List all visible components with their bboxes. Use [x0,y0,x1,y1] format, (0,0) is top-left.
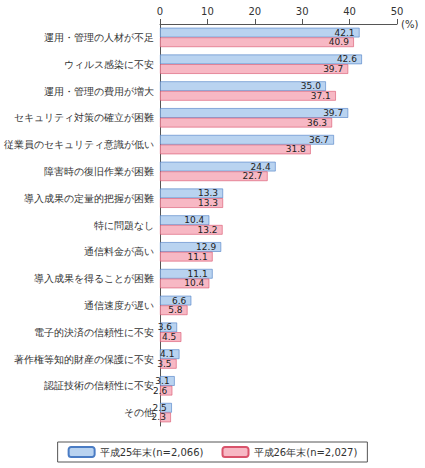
svg-text:3.6: 3.6 [158,322,173,332]
svg-text:2.5: 2.5 [153,403,167,413]
svg-text:40: 40 [343,6,356,17]
svg-text:電子的決済の信頼性に不安: 電子的決済の信頼性に不安 [34,327,154,338]
svg-text:36.3: 36.3 [307,118,327,128]
svg-text:37.1: 37.1 [311,91,331,101]
svg-text:4.5: 4.5 [162,332,176,342]
svg-text:通信料金が高い: 通信料金が高い [84,246,154,257]
svg-text:セキュリティ対策の確立が困難: セキュリティ対策の確立が困難 [14,112,154,123]
svg-text:通信速度が遅い: 通信速度が遅い [84,300,154,311]
svg-text:障害時の復旧作業が困難: 障害時の復旧作業が困難 [44,166,154,177]
svg-text:42.1: 42.1 [335,28,355,38]
svg-text:36.7: 36.7 [309,135,329,145]
svg-text:50: 50 [391,6,404,17]
svg-text:10.4: 10.4 [184,278,204,288]
svg-text:3.5: 3.5 [157,359,171,369]
svg-text:0: 0 [157,6,163,17]
svg-text:2.6: 2.6 [153,386,168,396]
svg-text:従業員のセキュリティ意識が低い: 従業員のセキュリティ意識が低い [4,139,154,150]
svg-text:11.1: 11.1 [188,269,208,279]
svg-text:39.7: 39.7 [323,108,343,118]
svg-text:13.2: 13.2 [198,225,218,235]
svg-text:31.8: 31.8 [286,144,306,154]
svg-text:運用・管理の人材が不足: 運用・管理の人材が不足 [44,32,154,43]
svg-text:平成26年末(n=2,027): 平成26年末(n=2,027) [254,447,358,458]
svg-text:著作権等知的財産の保護に不安: 著作権等知的財産の保護に不安 [14,354,154,365]
svg-text:11.1: 11.1 [188,252,208,262]
svg-text:5.8: 5.8 [168,305,183,315]
svg-text:ウィルス感染に不安: ウィルス感染に不安 [64,59,154,70]
svg-text:運用・管理の費用が増大: 運用・管理の費用が増大 [44,86,154,97]
svg-text:認証技術の信頼性に不安: 認証技術の信頼性に不安 [44,380,154,391]
svg-text:39.7: 39.7 [323,64,343,74]
svg-text:20: 20 [248,6,261,17]
svg-text:導入成果の定量的把握が困難: 導入成果の定量的把握が困難 [24,193,154,204]
svg-text:13.3: 13.3 [198,198,218,208]
svg-text:3.1: 3.1 [155,376,169,386]
svg-text:10: 10 [201,6,214,17]
svg-text:4.1: 4.1 [160,349,174,359]
svg-text:(%): (%) [401,19,418,30]
svg-text:6.6: 6.6 [172,296,187,306]
svg-text:22.7: 22.7 [243,171,263,181]
svg-text:40.9: 40.9 [329,37,349,47]
svg-text:平成25年末(n=2,066): 平成25年末(n=2,066) [100,447,204,458]
svg-text:導入成果を得ることが困難: 導入成果を得ることが困難 [34,273,154,284]
svg-text:13.3: 13.3 [198,188,218,198]
svg-text:特に問題なし: 特に問題なし [94,220,154,231]
svg-text:24.4: 24.4 [251,162,271,172]
svg-text:35.0: 35.0 [301,81,321,91]
svg-text:2.3: 2.3 [152,412,166,422]
svg-text:12.9: 12.9 [196,242,216,252]
svg-text:30: 30 [296,6,309,17]
svg-text:10.4: 10.4 [184,215,204,225]
svg-text:42.6: 42.6 [337,54,357,64]
svg-text:その他: その他 [124,407,154,418]
